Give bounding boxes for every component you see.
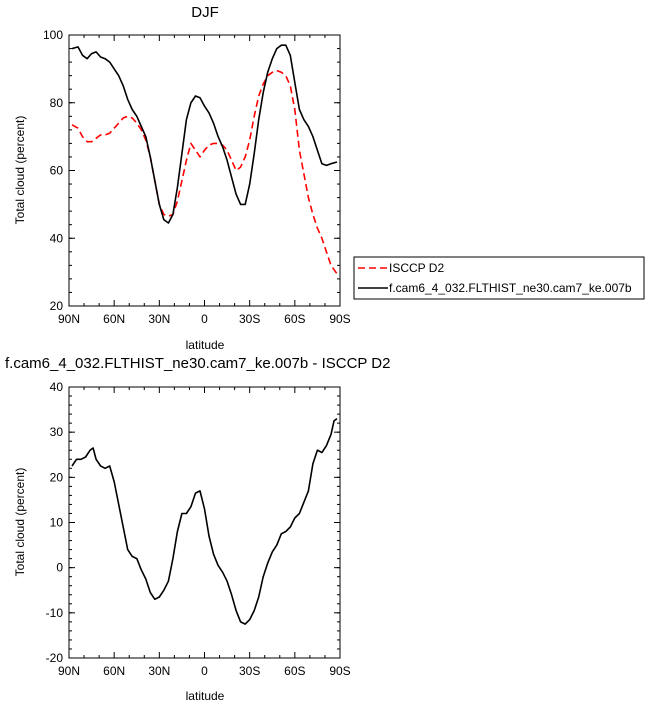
series-line — [71, 69, 338, 275]
x-tick-label: 90S — [329, 664, 350, 678]
y-tick-label: -20 — [46, 651, 64, 665]
chart-title: f.cam6_4_032.FLTHIST_ne30.cam7_ke.007b -… — [5, 355, 390, 372]
series-lines — [71, 44, 338, 275]
y-tick-label: 30 — [50, 425, 64, 439]
y-tick-label: 0 — [56, 561, 63, 575]
x-tick-label: 0 — [201, 312, 208, 326]
x-tick-label: 60N — [103, 664, 125, 678]
legend-box — [353, 256, 645, 300]
series-lines — [71, 417, 338, 625]
y-tick-label: 80 — [50, 96, 64, 110]
y-tick-label: 10 — [50, 516, 64, 530]
x-tick-label: 60S — [284, 312, 305, 326]
axis-ticks: 90N 60N 30N 0 30S 60S 90S -20 -10 0 10 20 30 40 — [46, 380, 351, 678]
y-tick-label: 100 — [43, 28, 63, 42]
x-tick-label: 30S — [239, 664, 260, 678]
x-axis-label: latitude — [186, 689, 225, 703]
x-axis-label: latitude — [186, 338, 225, 352]
axis-ticks: 90N 60N 30N 0 30S 60S 90S 20 40 60 80 100 — [43, 28, 351, 326]
plot-frame — [68, 386, 341, 659]
y-axis-label: Total cloud (percent) — [13, 116, 27, 225]
y-tick-label: 40 — [50, 380, 64, 394]
y-tick-label: -10 — [46, 606, 64, 620]
x-tick-label: 30S — [239, 312, 260, 326]
x-tick-label: 60N — [103, 312, 125, 326]
x-tick-label: 0 — [201, 664, 208, 678]
legend: ISCCP D2 f.cam6_4_032.FLTHIST_ne30.cam7_… — [353, 256, 645, 300]
y-tick-label: 60 — [50, 164, 64, 178]
x-tick-label: 90N — [58, 664, 80, 678]
x-tick-label: 30N — [148, 664, 170, 678]
plot-frame — [68, 34, 341, 307]
legend-label-isccp: ISCCP D2 — [389, 261, 444, 275]
legend-label-cam: f.cam6_4_032.FLTHIST_ne30.cam7_ke.007b — [389, 281, 632, 295]
y-tick-label: 20 — [50, 470, 64, 484]
x-tick-label: 30N — [148, 312, 170, 326]
series-line — [71, 417, 338, 625]
series-line — [71, 44, 338, 224]
chart-panel-top: DJF 90N 60N 30N 0 30S 60S 90S 20 40 60 80 100 latit… — [13, 4, 351, 352]
y-axis-label: Total cloud (percent) — [13, 468, 27, 577]
chart-title: DJF — [191, 4, 219, 21]
y-tick-label: 20 — [50, 299, 64, 313]
x-tick-label: 90N — [58, 312, 80, 326]
chart-panel-bottom: f.cam6_4_032.FLTHIST_ne30.cam7_ke.007b -… — [5, 355, 390, 703]
x-tick-label: 60S — [284, 664, 305, 678]
x-tick-label: 90S — [329, 312, 350, 326]
y-tick-label: 40 — [50, 231, 64, 245]
